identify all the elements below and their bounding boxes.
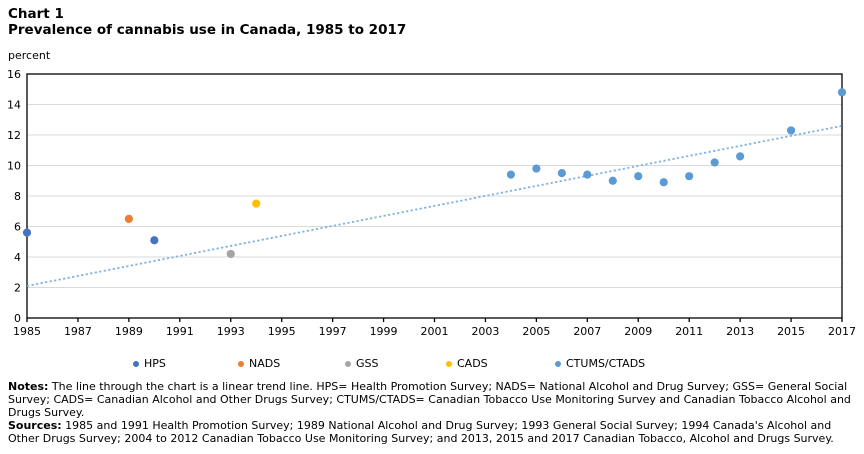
notes-text: Notes: The line through the chart is a l… [8, 380, 851, 419]
trend-line [26, 124, 843, 287]
data-point-CTUMS-CTADS-2004 [506, 170, 516, 179]
sources-text: Sources: 1985 and 1991 Health Promotion … [8, 418, 834, 445]
data-point-CTUMS-CTADS-2009 [634, 172, 643, 181]
data-point-NADS-1989 [124, 214, 133, 223]
footnotes: Notes: The line through the chart is a l… [8, 380, 858, 446]
data-point-CADS-1994 [252, 199, 261, 208]
legend-label: GSS [356, 357, 379, 370]
data-point-GSS-1993 [226, 249, 235, 259]
x-tick-label-1987: 1987 [64, 325, 92, 338]
data-point-CTUMS-CTADS-2017 [837, 88, 847, 97]
y-tick-label-14: 14 [7, 99, 21, 112]
page-title: Prevalence of cannabis use in Canada, 19… [8, 22, 407, 38]
data-point-CTUMS-CTADS-2012 [710, 158, 719, 167]
data-point-CTUMS-CTADS-2013 [736, 152, 745, 161]
legend-dot-icon [446, 360, 452, 367]
y-tick-label-2: 2 [14, 282, 21, 295]
legend-item-NADS: NADS [238, 357, 280, 370]
plot-area: 1985 1987 1989 1991 1993 1995 1997 1999 2001 2003… [0, 60, 864, 352]
sources-label: Sources: [8, 418, 62, 432]
legend-dot-icon [238, 360, 244, 367]
y-tick-label-0: 0 [14, 312, 21, 325]
x-tick-label-2013: 2013 [726, 325, 754, 338]
x-tick-label-1991: 1991 [166, 325, 194, 338]
x-tick-label-2009: 2009 [624, 325, 652, 338]
x-tick-label-2003: 2003 [471, 325, 499, 338]
chart-header: Chart 1 Prevalence of cannabis use in Ca… [8, 6, 406, 38]
legend-label: CTUMS/CTADS [566, 357, 646, 370]
x-tick-label-1997: 1997 [319, 325, 347, 338]
legend-label: HPS [144, 357, 166, 370]
legend-item-CADS: CADS [446, 357, 488, 370]
data-point-CTUMS-CTADS-2008 [608, 176, 617, 185]
x-tick-label-2001: 2001 [421, 325, 449, 338]
data-point-CTUMS-CTADS-2010 [659, 178, 668, 187]
x-tick-label-1985: 1985 [13, 325, 41, 338]
y-tick-label-16: 16 [7, 68, 21, 81]
legend-dot-icon [133, 360, 139, 367]
chart-legend: HPS NADS GSS CADS CTUMS/CTADS [0, 357, 864, 373]
x-tick-label-2005: 2005 [522, 325, 550, 338]
y-tick-label-4: 4 [14, 251, 21, 264]
data-point-HPS-1985 [22, 228, 32, 237]
x-tick-label-2007: 2007 [573, 325, 601, 338]
data-point-HPS-1990 [150, 236, 159, 245]
data-point-CTUMS-CTADS-2015 [786, 126, 796, 135]
y-tick-label-10: 10 [7, 160, 21, 173]
scatter-plot: 1985 1987 1989 1991 1993 1995 1997 1999 2001 2003… [7, 68, 856, 338]
x-tick-label-1993: 1993 [217, 325, 245, 338]
legend-item-CTUMS-CTADS: CTUMS/CTADS [555, 357, 645, 370]
y-axis-unit-label: percent [8, 49, 51, 62]
x-tick-label-1999: 1999 [370, 325, 398, 338]
x-tick-label-1995: 1995 [268, 325, 296, 338]
data-point-CTUMS-CTADS-2007 [583, 170, 592, 179]
y-tick-label-6: 6 [14, 221, 21, 234]
data-point-CTUMS-CTADS-2011 [685, 172, 694, 181]
x-tick-label-2017: 2017 [828, 325, 856, 338]
notes-label: Notes: [8, 380, 49, 393]
legend-dot-icon [345, 360, 351, 367]
legend-label: CADS [457, 357, 488, 370]
legend-label: NADS [249, 357, 281, 370]
x-tick-label-1989: 1989 [115, 325, 143, 338]
x-tick-label-2011: 2011 [675, 325, 703, 338]
chart-number: Chart 1 [8, 6, 64, 22]
legend-item-GSS: GSS [345, 357, 379, 370]
legend-dot-icon [555, 360, 561, 367]
x-tick-label-2015: 2015 [777, 325, 805, 338]
y-tick-label-12: 12 [7, 129, 21, 142]
data-point-CTUMS-CTADS-2006 [557, 169, 566, 178]
data-point-CTUMS-CTADS-2005 [532, 164, 541, 173]
y-tick-label-8: 8 [14, 190, 21, 203]
legend-item-HPS: HPS [133, 357, 166, 370]
